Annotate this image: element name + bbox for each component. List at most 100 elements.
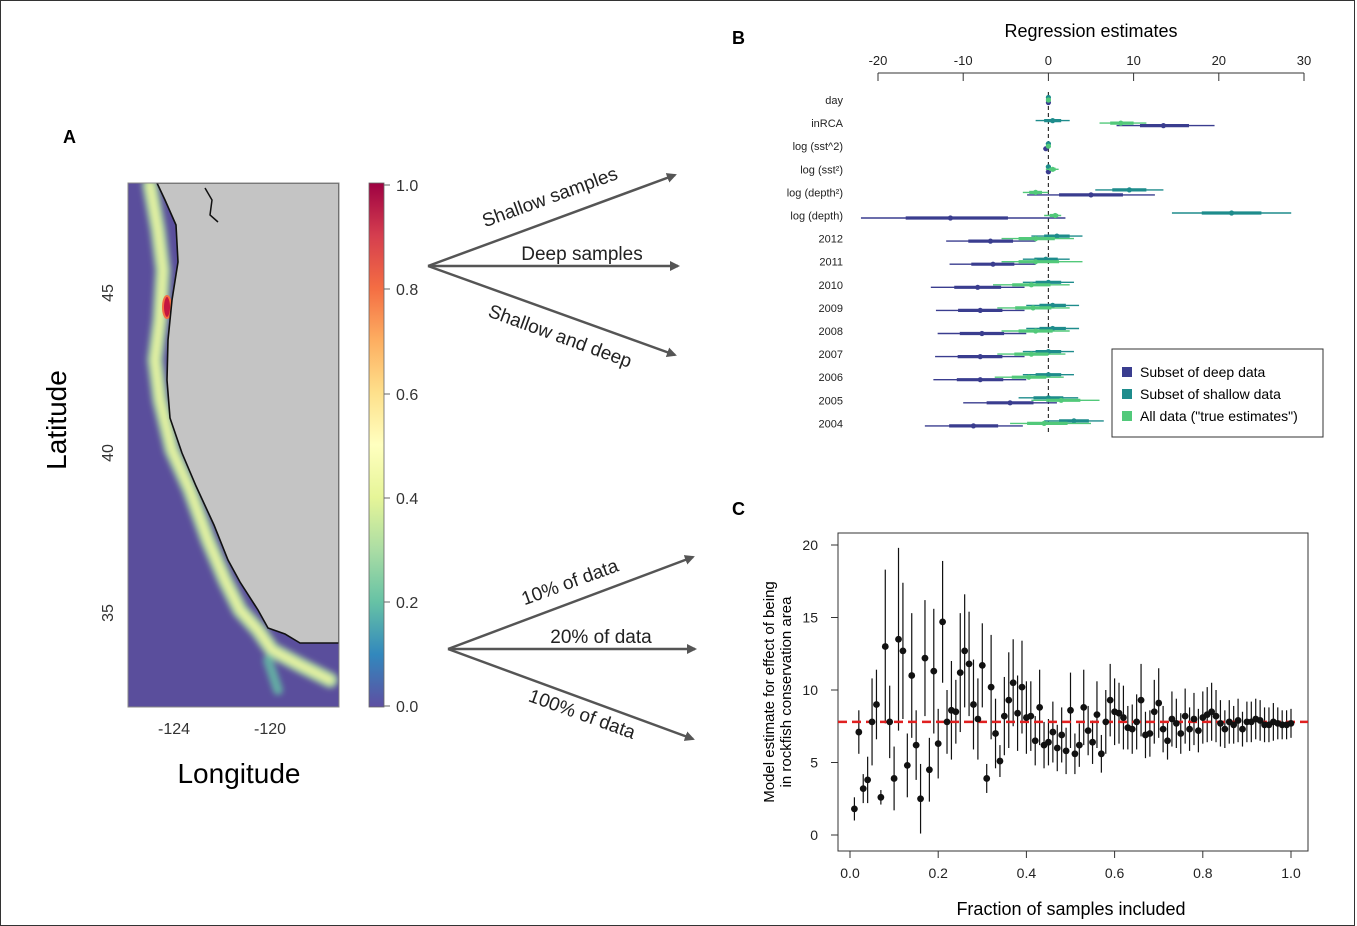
arrow-shallow	[427, 173, 677, 268]
category-label: day	[825, 95, 843, 107]
chart-b-legend: Subset of deep data Subset of shallow da…	[1111, 348, 1324, 438]
chart-c-marks	[838, 547, 1308, 834]
data-point	[1014, 709, 1021, 717]
flow-label-deep: Deep samples	[521, 244, 642, 265]
legend-label: All data ("true estimates")	[1140, 408, 1298, 424]
data-point	[895, 635, 902, 643]
y-tick-label: 45	[100, 284, 117, 302]
arrow-shallow-deep	[427, 264, 677, 357]
data-point	[1137, 696, 1145, 704]
data-point	[1287, 719, 1295, 727]
land-area	[156, 183, 339, 644]
chart-b-title: Regression estimates	[1004, 21, 1177, 41]
estimate-point	[1045, 143, 1051, 149]
estimate-point	[947, 215, 954, 221]
data-point	[855, 728, 863, 736]
legend-swatch-all	[1122, 411, 1132, 421]
habitat-glow	[142, 183, 338, 695]
category-label: 2010	[819, 280, 843, 292]
data-point	[1221, 725, 1229, 733]
data-point	[1230, 721, 1238, 729]
data-point	[952, 708, 960, 716]
data-point	[1190, 715, 1198, 723]
data-point	[1084, 727, 1092, 734]
data-point	[903, 762, 911, 769]
data-point	[961, 647, 969, 655]
estimate-point	[1228, 210, 1235, 216]
x-tick-label: -124	[158, 721, 190, 738]
data-point	[1031, 737, 1039, 745]
data-point	[1018, 683, 1026, 691]
data-point	[899, 647, 907, 655]
colorbar-tick-label: 0.6	[396, 387, 418, 404]
data-point	[921, 654, 929, 662]
category-label: 2012	[819, 234, 843, 246]
colorbar-tick-label: 1.0	[396, 178, 418, 195]
flow-label-20pct: 20% of data	[550, 627, 652, 648]
estimate-point	[975, 284, 981, 290]
data-point	[1053, 744, 1061, 752]
data-point	[917, 795, 924, 803]
estimate-point	[1033, 328, 1039, 334]
estimate-point	[1160, 123, 1167, 129]
data-point	[1067, 706, 1074, 714]
data-point	[1049, 728, 1057, 736]
estimate-point	[1033, 236, 1039, 242]
panel-label-b: B	[732, 28, 745, 48]
map-x-ticks: -124 -120	[158, 721, 286, 738]
chart-b-categories: day inRCA log (sst^2) log (sst²) log (depth²…	[787, 95, 844, 430]
data-point	[1217, 719, 1224, 727]
category-label: log (depth²)	[787, 187, 843, 199]
category-label: 2008	[819, 326, 843, 338]
data-point	[1186, 725, 1193, 733]
estimate-point	[1054, 233, 1060, 239]
data-point	[934, 740, 942, 748]
data-point	[1000, 712, 1008, 720]
x-tick-label: -20	[869, 53, 888, 68]
data-point	[908, 672, 916, 679]
data-point	[1058, 731, 1066, 739]
colorbar-tick-label: 0.0	[396, 699, 418, 716]
estimate-point	[1071, 418, 1077, 424]
estimate-point	[977, 377, 983, 383]
puget-sound-coast	[204, 187, 219, 223]
data-point	[939, 618, 947, 626]
data-point	[996, 757, 1004, 765]
data-point	[930, 667, 938, 675]
estimate-point	[1007, 400, 1013, 406]
map-panel: 45 40 35 -124 -120 Latitude Longitude 1.…	[41, 178, 418, 789]
y-tick-label: 35	[100, 604, 117, 622]
chart-c: 0.0 0.2 0.4 0.6 0.8 1.0 0 5 10 15 20 Fraction of s…	[761, 532, 1309, 919]
data-point	[1005, 696, 1013, 704]
arrow-100pct	[447, 647, 695, 741]
y-tick-label: 20	[802, 537, 818, 553]
category-label: log (sst²)	[800, 164, 843, 176]
chart-c-axis: 0.0 0.2 0.4 0.6 0.8 1.0 0 5 10 15 20	[802, 537, 1301, 881]
estimate-point	[1033, 259, 1039, 265]
data-point	[890, 775, 898, 782]
estimate-point	[1050, 118, 1056, 124]
data-point	[873, 701, 880, 708]
data-point	[1177, 730, 1185, 737]
x-tick-label: -120	[254, 721, 286, 738]
map-ylabel: Latitude	[41, 370, 72, 470]
x-tick-label: 0.6	[1105, 865, 1125, 881]
estimate-point	[1026, 374, 1032, 380]
y-tick-label: 15	[802, 610, 818, 626]
data-point	[1150, 708, 1158, 716]
estimate-point	[1045, 372, 1051, 378]
legend-box	[1111, 348, 1324, 438]
map-border	[127, 182, 340, 708]
colorbar	[368, 182, 385, 708]
data-point	[1133, 718, 1141, 726]
chart-c-ylabel-line2: in rockfish conservation area	[778, 596, 795, 788]
data-point	[1256, 717, 1264, 724]
estimate-point	[1028, 282, 1034, 288]
data-point	[851, 805, 858, 813]
data-point	[864, 776, 872, 784]
data-point	[1097, 750, 1105, 758]
data-point	[1212, 712, 1220, 720]
estimate-point	[977, 354, 983, 360]
data-point	[1071, 750, 1079, 758]
data-point	[1208, 708, 1216, 716]
